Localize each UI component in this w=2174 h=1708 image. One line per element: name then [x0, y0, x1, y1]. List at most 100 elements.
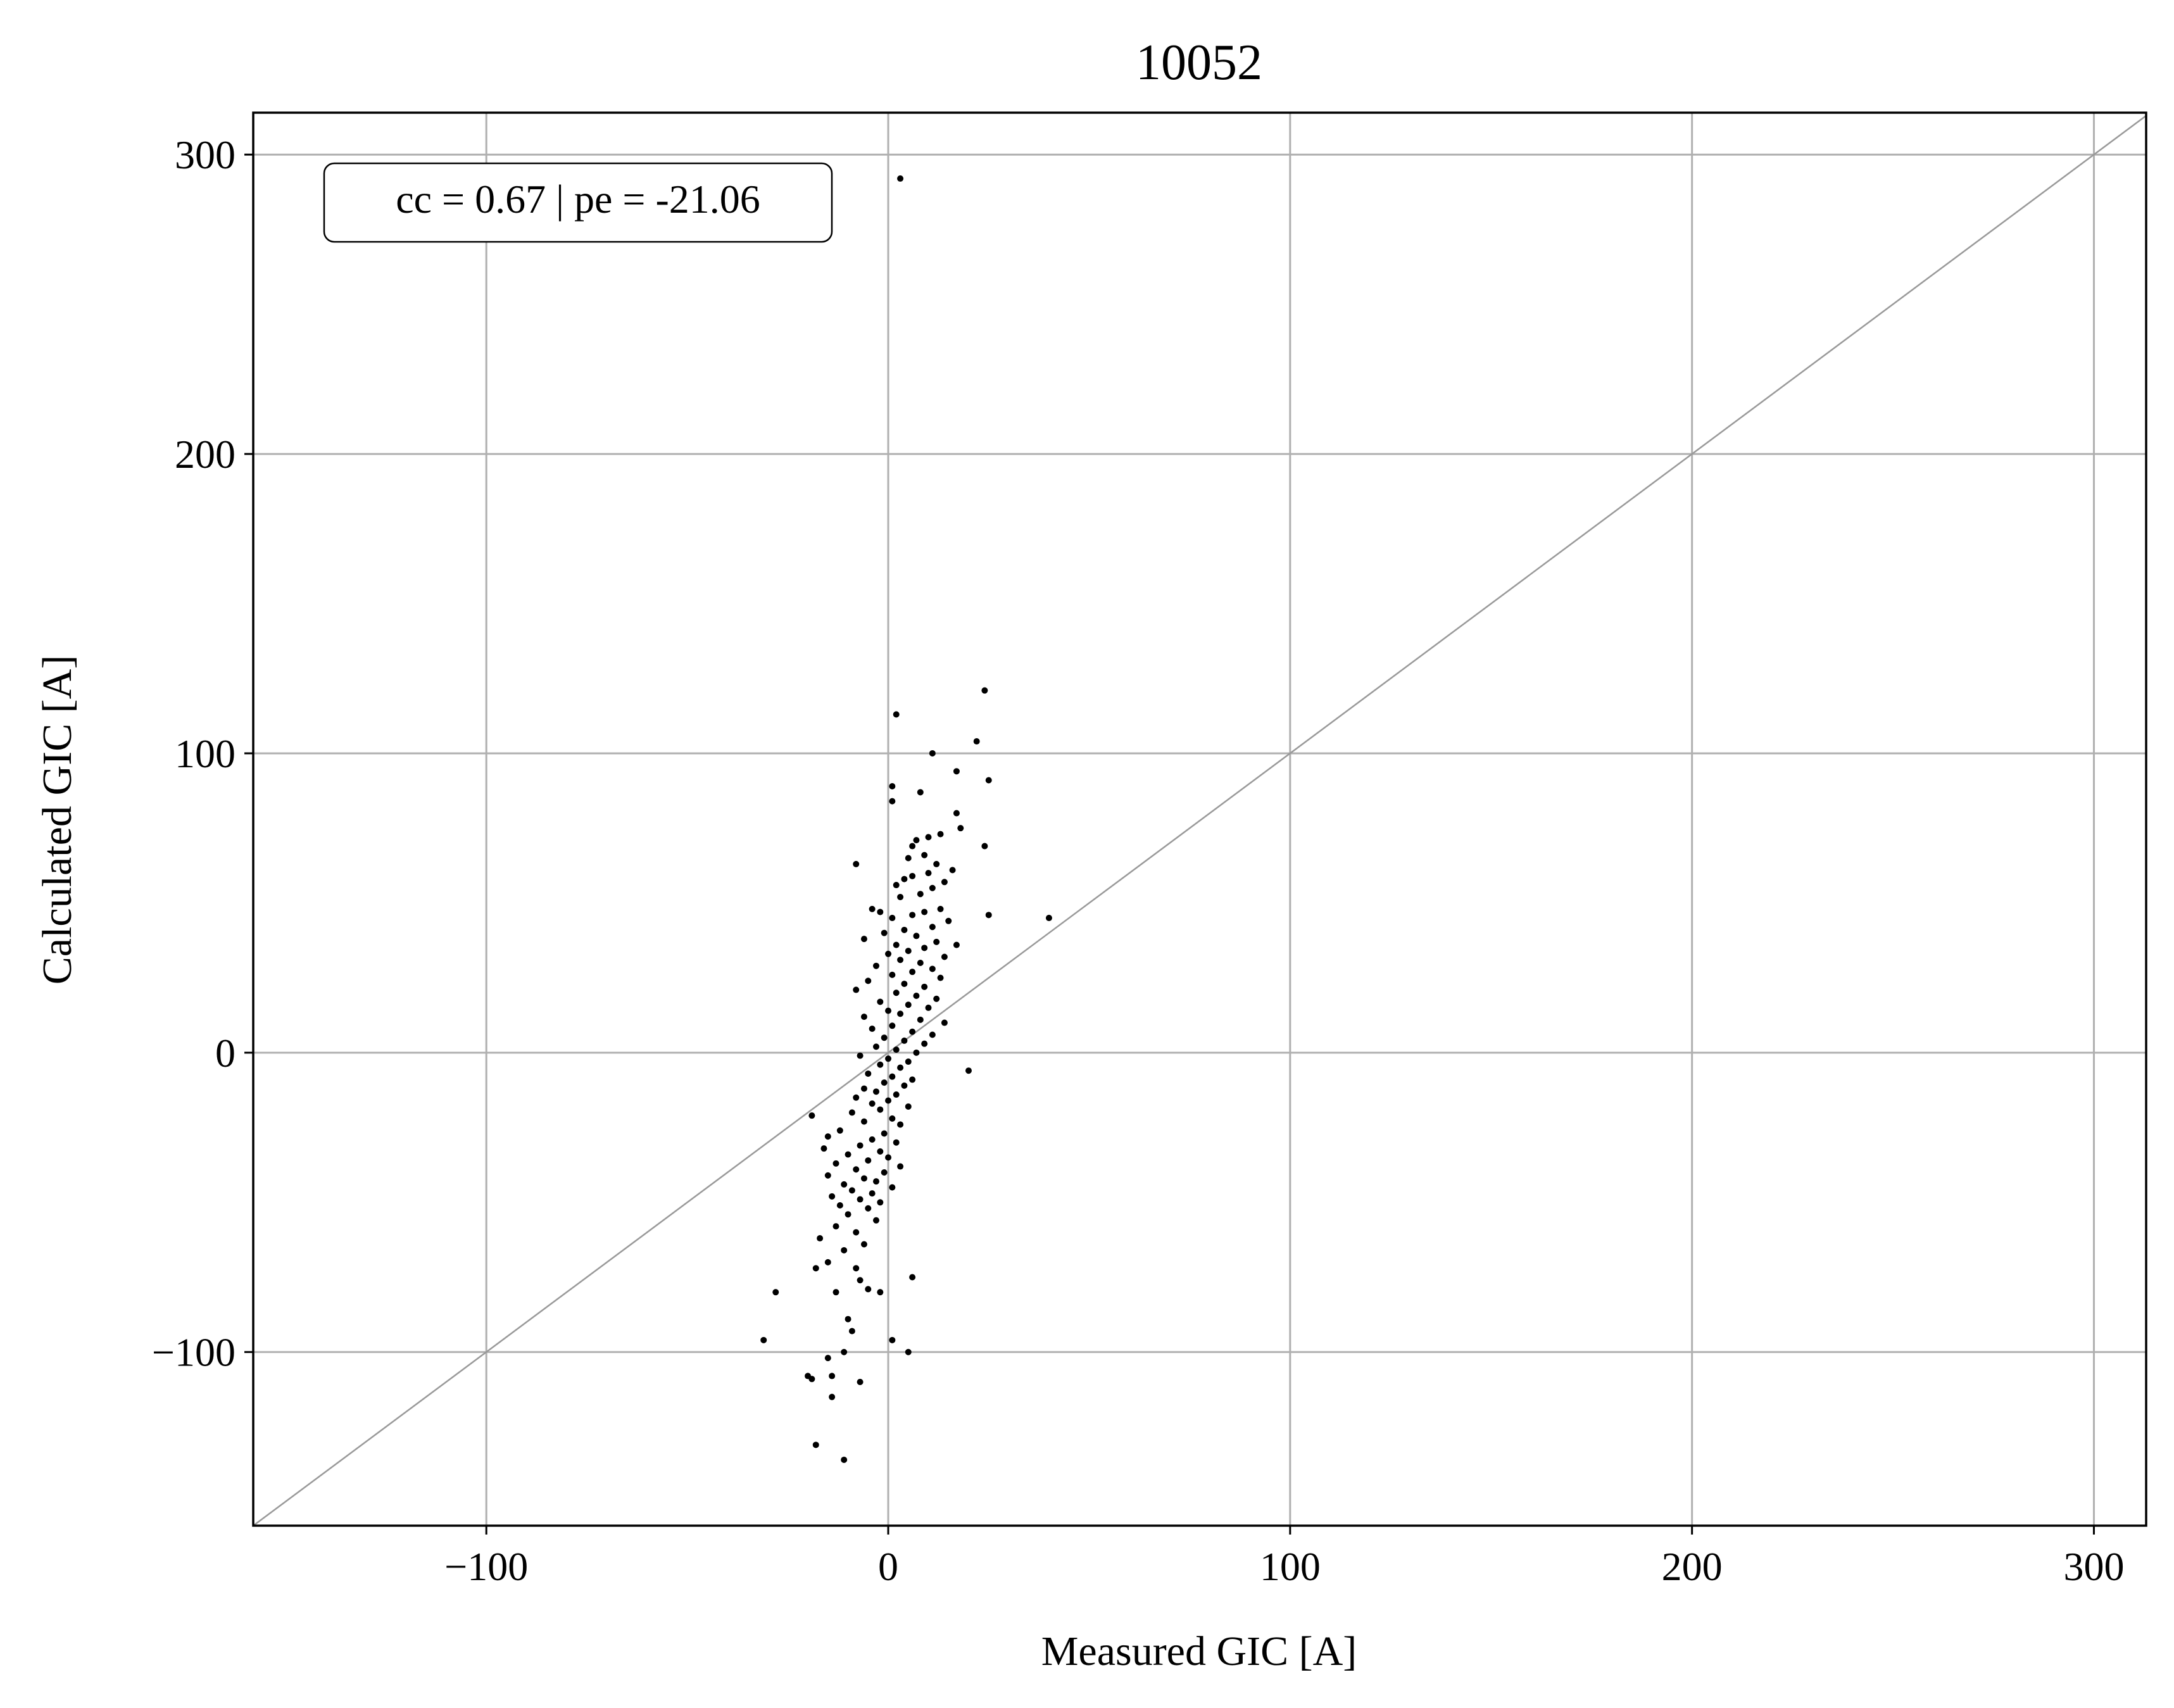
data-point [885, 950, 892, 957]
data-point [921, 908, 928, 915]
data-point [909, 1274, 916, 1281]
data-point [941, 953, 948, 960]
data-point [853, 1094, 860, 1101]
data-point [872, 1178, 879, 1185]
data-point [937, 831, 944, 838]
data-point [893, 1139, 900, 1146]
data-point [817, 1235, 824, 1242]
data-point [824, 1172, 831, 1179]
data-point [877, 1289, 884, 1296]
data-point [897, 1010, 904, 1017]
data-point [848, 1187, 855, 1194]
data-point [973, 738, 980, 745]
data-point [772, 1289, 779, 1296]
data-point [869, 1026, 876, 1033]
plot-area-frame [252, 111, 2147, 1527]
x-axis-label: Measured GIC [A] [1041, 1628, 1357, 1674]
data-point [885, 1097, 892, 1104]
data-point [857, 1052, 864, 1059]
data-point [812, 1265, 819, 1272]
data-point [877, 1106, 884, 1113]
data-point [1045, 915, 1052, 922]
data-point [905, 1058, 912, 1065]
data-point [860, 1241, 867, 1248]
data-point [812, 1441, 819, 1448]
y-axis-label: Calculated GIC [A] [34, 655, 80, 985]
data-point [889, 1073, 896, 1080]
data-point [893, 989, 900, 996]
data-point [889, 798, 896, 805]
data-point [905, 1103, 912, 1110]
data-point [981, 843, 988, 850]
data-point [760, 1336, 767, 1343]
data-point [808, 1112, 815, 1119]
data-point [836, 1202, 843, 1209]
data-point [824, 1259, 831, 1265]
data-point [985, 777, 992, 784]
data-point [869, 1136, 876, 1143]
data-point [929, 965, 936, 972]
data-point [865, 1070, 872, 1077]
data-point [857, 1379, 864, 1386]
data-point [909, 969, 916, 976]
data-point [857, 1277, 864, 1284]
data-point [917, 1016, 924, 1023]
data-point [829, 1372, 836, 1379]
data-point [885, 1007, 892, 1014]
data-point [881, 1034, 888, 1041]
y-tick-label: 200 [175, 432, 236, 477]
data-point [833, 1289, 839, 1296]
data-point [933, 860, 940, 867]
data-point [865, 1157, 872, 1164]
stats-annotation-text: cc = 0.67 | pe = -21.06 [396, 177, 760, 222]
x-tick-label: 100 [1260, 1544, 1321, 1589]
stats-annotation: cc = 0.67 | pe = -21.06 [323, 162, 833, 243]
data-point [909, 1076, 916, 1083]
data-point [893, 882, 900, 889]
data-point [848, 1109, 855, 1116]
data-point [921, 851, 928, 858]
data-point [845, 1316, 851, 1322]
data-point [953, 768, 960, 775]
data-point [929, 750, 936, 757]
x-tick-label: 0 [878, 1544, 898, 1589]
data-point [841, 1348, 848, 1355]
data-point [913, 932, 920, 939]
y-tick-label: 300 [175, 132, 236, 177]
data-point [877, 908, 884, 915]
data-point [901, 926, 908, 933]
data-point [929, 1031, 936, 1038]
data-point [860, 1085, 867, 1092]
data-point [853, 1229, 860, 1236]
stats-annotation-box [323, 162, 833, 243]
data-point [945, 917, 952, 924]
data-point [881, 1169, 888, 1176]
data-point [872, 1088, 879, 1095]
data-point [905, 855, 912, 862]
data-point [877, 998, 884, 1005]
data-point [897, 1163, 904, 1170]
y-tick-label: 100 [175, 731, 236, 776]
data-point [889, 1184, 896, 1191]
data-point [917, 789, 924, 796]
data-point [877, 1148, 884, 1155]
y-tick-label: 0 [215, 1031, 236, 1076]
y-tick-label: −100 [152, 1330, 236, 1375]
data-point [853, 986, 860, 993]
data-point [929, 924, 936, 931]
data-point [881, 1079, 888, 1086]
data-point [872, 1043, 879, 1050]
grid-lines [253, 113, 2146, 1526]
data-point [889, 915, 896, 922]
data-point [917, 959, 924, 966]
data-point [845, 1211, 851, 1218]
data-point [853, 860, 860, 867]
data-point [921, 1040, 928, 1047]
data-point [889, 1022, 896, 1029]
data-point [933, 995, 940, 1002]
data-point [853, 1265, 860, 1272]
data-point [865, 1286, 872, 1293]
y-axis-ticks: −100 0 100 200 300 [152, 132, 253, 1375]
data-point [893, 711, 900, 718]
